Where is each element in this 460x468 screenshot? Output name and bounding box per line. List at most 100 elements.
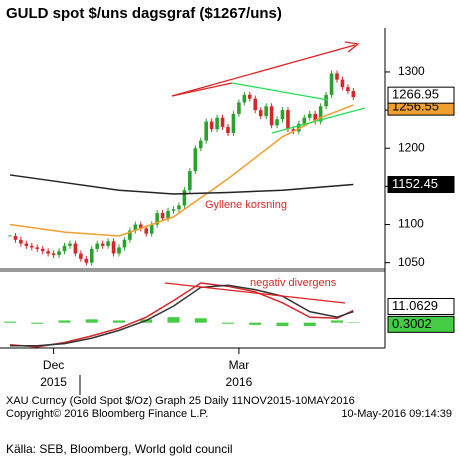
copyright: Copyright© 2016 Bloomberg Finance L.P. xyxy=(6,408,208,420)
x-tick-label: Mar xyxy=(229,358,250,372)
candle xyxy=(335,73,339,80)
candle xyxy=(95,243,99,249)
candle xyxy=(286,110,290,130)
value-box xyxy=(387,315,455,333)
candle xyxy=(117,247,121,254)
candle xyxy=(324,94,328,107)
candle xyxy=(275,119,279,126)
candle xyxy=(79,253,83,259)
candle xyxy=(73,243,78,254)
candle xyxy=(269,106,274,126)
oscillator-line xyxy=(10,284,354,347)
candle xyxy=(68,243,72,246)
candle xyxy=(258,110,263,117)
triangle-line xyxy=(271,107,366,134)
y-tick-label: 1100 xyxy=(398,217,424,231)
histogram-bar xyxy=(58,320,71,323)
y-tick-label: 1300 xyxy=(398,64,425,78)
value-label: 1266.95 xyxy=(392,87,439,102)
histogram-bar xyxy=(167,317,180,323)
y-tick-label: 1050 xyxy=(398,255,425,269)
candle xyxy=(188,171,192,191)
candle xyxy=(40,248,45,252)
candle xyxy=(19,239,23,244)
candle xyxy=(198,140,203,149)
candle xyxy=(111,241,116,254)
candle xyxy=(128,230,132,240)
value-box xyxy=(387,297,455,315)
trend-line xyxy=(171,82,233,97)
histogram-bar xyxy=(222,322,234,324)
candle xyxy=(340,79,345,88)
histogram-bar xyxy=(249,322,262,325)
candle xyxy=(24,243,29,246)
candle xyxy=(35,247,40,249)
source: Källa: SEB, Bloomberg, World gold counci… xyxy=(6,442,233,456)
y-tick-label: 1200 xyxy=(398,140,425,154)
chart-title: GULD spot $/uns dagsgraf ($1267/uns) xyxy=(6,5,282,22)
candle xyxy=(57,251,61,256)
value-box xyxy=(387,176,455,194)
triangle-line xyxy=(231,82,329,101)
timestamp: 10-May-2016 09:14:39 xyxy=(341,408,452,420)
candle xyxy=(144,228,149,234)
divergence-line xyxy=(164,282,346,304)
candle xyxy=(149,224,154,234)
footer-info: XAU Curncy (Gold Spot $/Oz) Graph 25 Dai… xyxy=(6,395,355,407)
candle xyxy=(204,121,208,141)
candle xyxy=(313,113,317,122)
value-label: 11.0629 xyxy=(392,298,438,313)
oscillator-line xyxy=(9,282,354,348)
moving-average xyxy=(9,104,354,237)
value-label: 1152.45 xyxy=(392,176,438,191)
candle xyxy=(248,94,252,99)
candle xyxy=(242,94,247,103)
histogram-bar xyxy=(194,318,207,323)
x-tick-label: Dec xyxy=(43,358,64,372)
candle xyxy=(160,213,165,219)
candle xyxy=(302,117,307,124)
candle xyxy=(177,205,181,210)
candle xyxy=(51,253,56,256)
candle xyxy=(329,73,334,95)
candle xyxy=(253,98,258,111)
candle xyxy=(100,243,105,246)
histogram-bar xyxy=(85,319,98,323)
candle xyxy=(280,110,285,120)
histogram-bar xyxy=(331,320,343,323)
candle xyxy=(209,121,214,130)
trend-arrow xyxy=(344,41,360,53)
candle xyxy=(122,239,127,248)
candle xyxy=(193,148,198,172)
histogram-bar xyxy=(113,320,125,323)
candle xyxy=(297,123,301,132)
candle xyxy=(291,129,296,132)
histogram-bar xyxy=(303,322,316,326)
annotation: Gyllene korsning xyxy=(205,199,287,211)
year-label: 2016 xyxy=(226,375,253,389)
value-box xyxy=(387,86,455,104)
annotation: negativ divergens xyxy=(250,277,337,289)
candle xyxy=(264,106,268,117)
candle xyxy=(106,241,110,246)
candle xyxy=(30,245,34,248)
candle xyxy=(62,245,67,252)
histogram-bar xyxy=(347,322,360,323)
candle xyxy=(46,251,50,254)
candle xyxy=(215,117,219,130)
trend-line xyxy=(171,44,356,97)
plot-area xyxy=(0,28,385,348)
candle xyxy=(351,91,356,98)
candle xyxy=(226,126,230,133)
candle xyxy=(220,117,225,127)
value-label: 0.3002 xyxy=(392,316,432,331)
candle xyxy=(84,258,89,263)
candle xyxy=(13,235,18,240)
moving-average xyxy=(9,174,354,195)
candle xyxy=(346,87,350,92)
candle xyxy=(231,113,236,133)
candle xyxy=(139,224,143,229)
candle xyxy=(89,248,94,263)
candle xyxy=(318,106,323,122)
